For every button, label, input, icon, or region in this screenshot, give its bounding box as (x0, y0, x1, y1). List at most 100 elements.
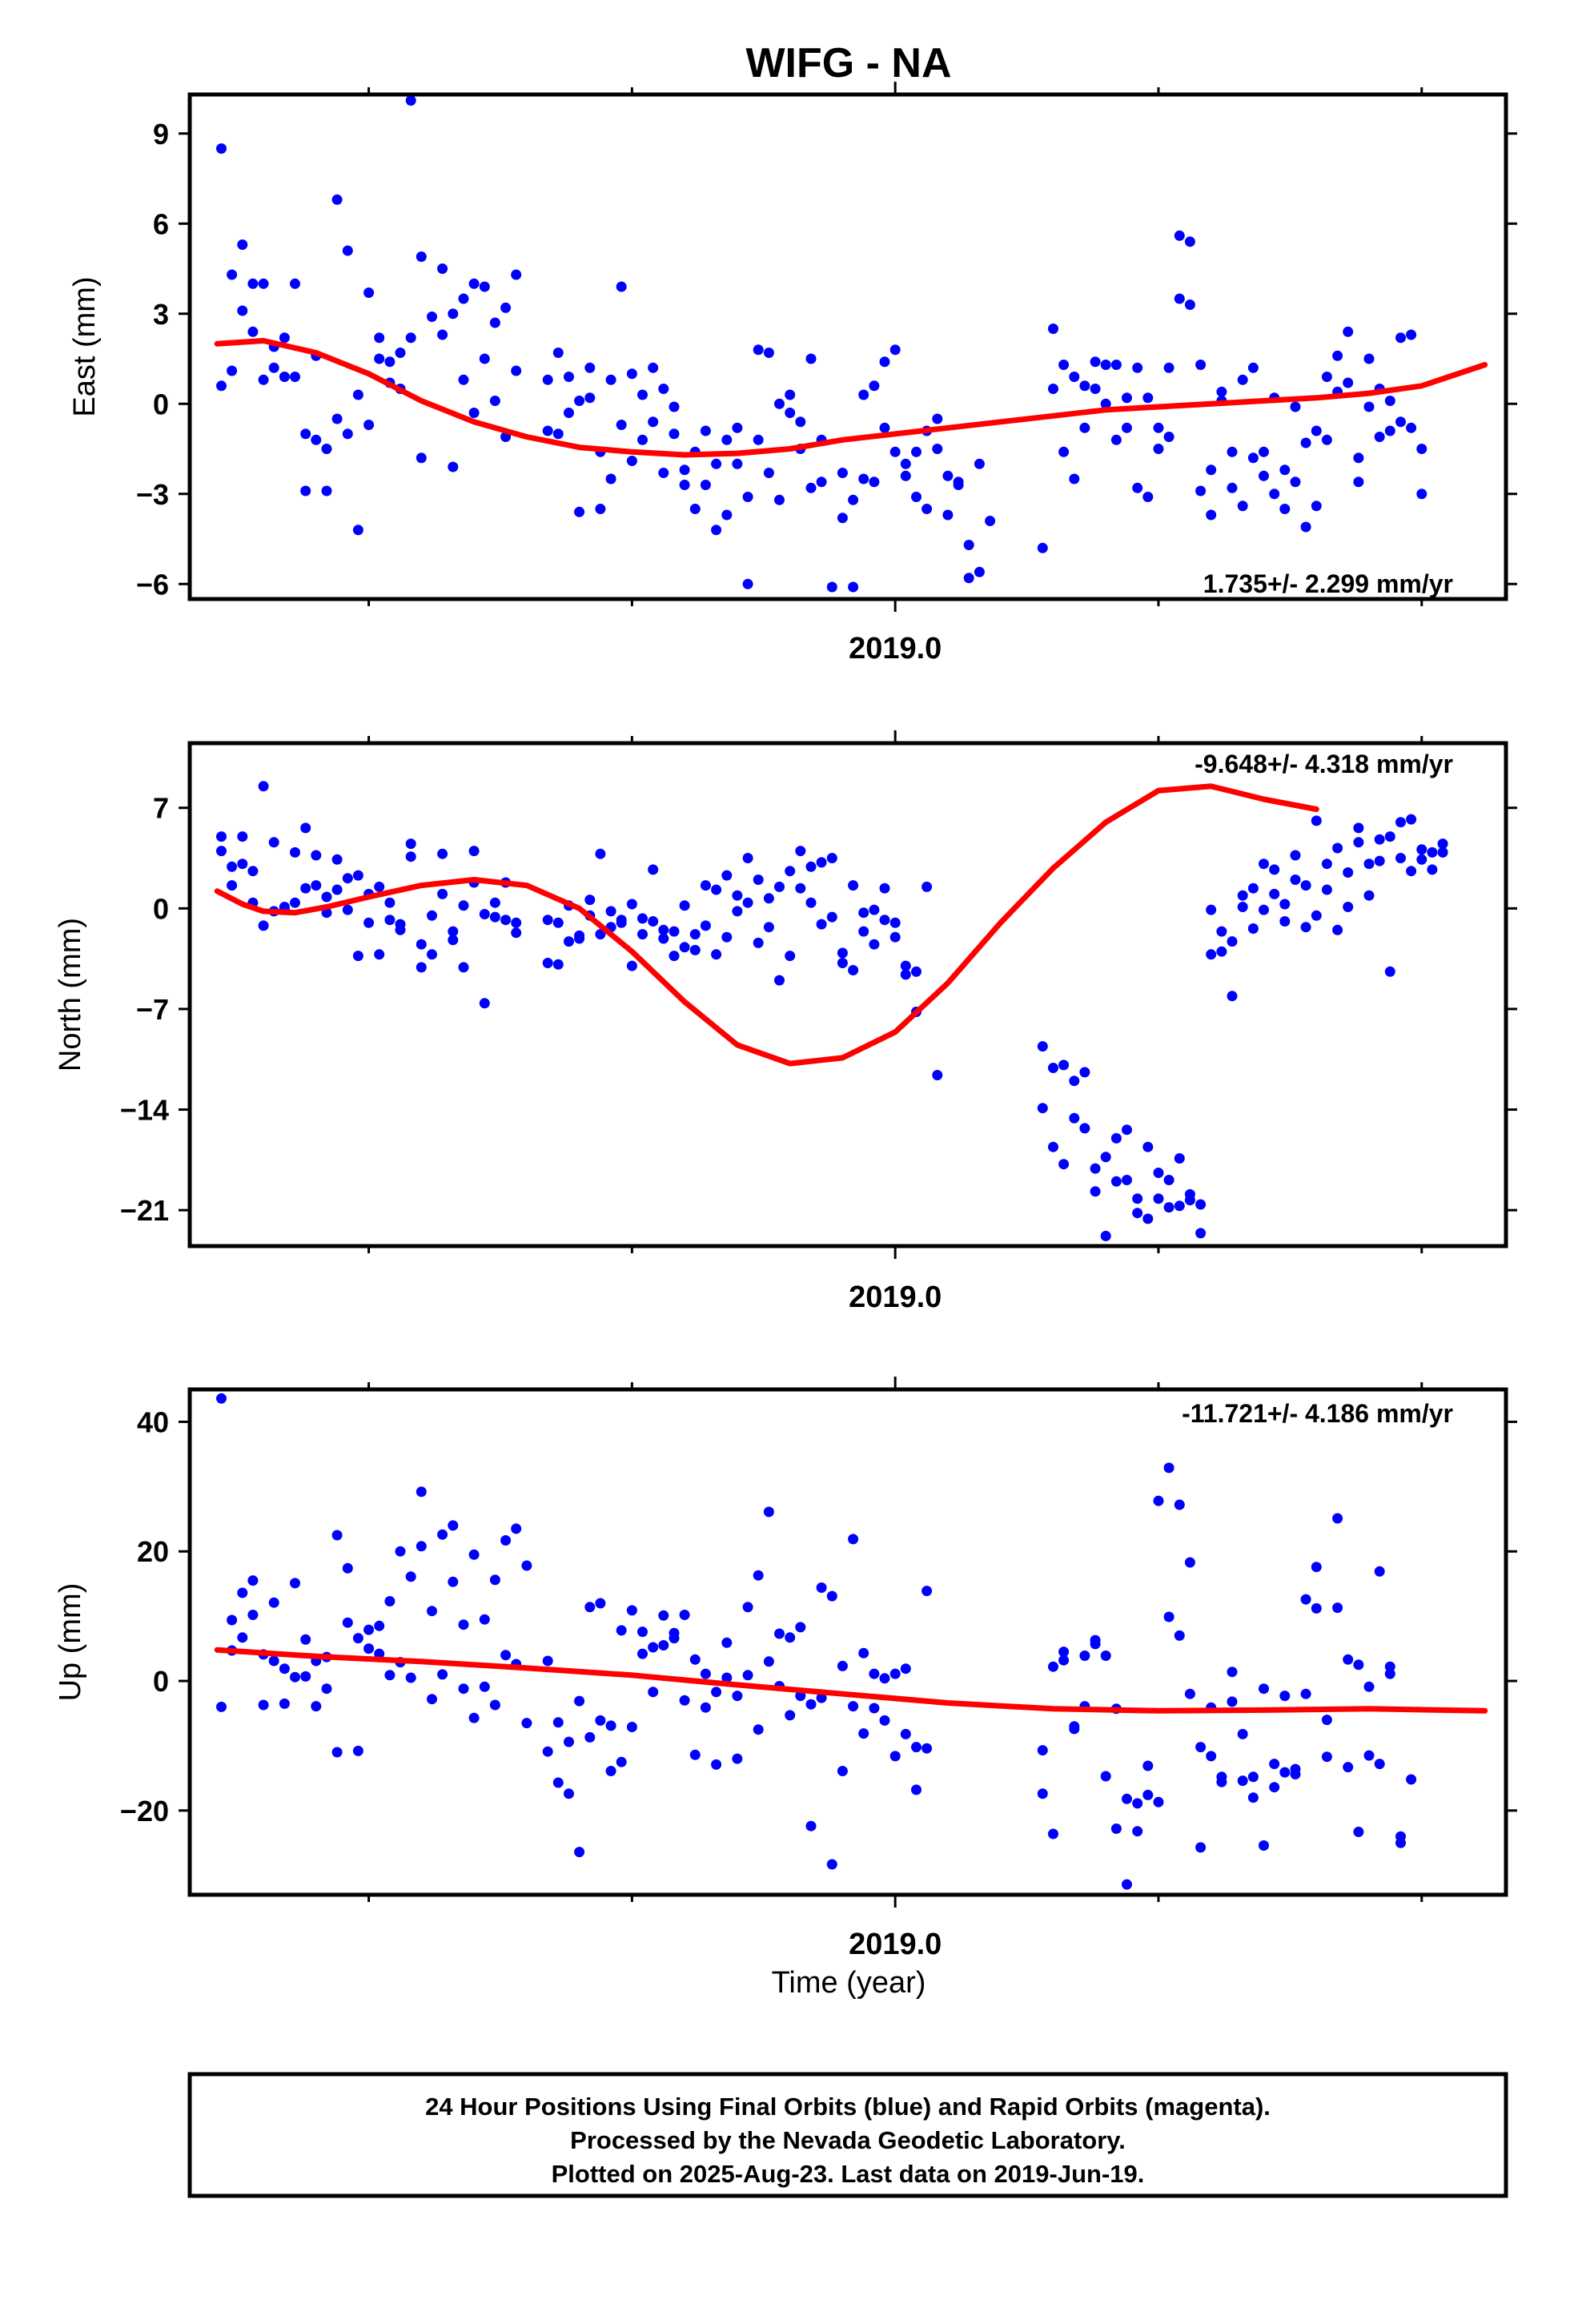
north-point (648, 916, 659, 927)
east-point (1395, 332, 1406, 344)
up-point (1132, 1798, 1143, 1809)
up-frame (187, 1387, 1508, 1897)
east-point (279, 332, 290, 344)
north-point (1110, 1176, 1122, 1187)
up-point (416, 1486, 427, 1498)
north-fit-line (214, 783, 1319, 1067)
east-xtick-label: 2019.0 (849, 632, 942, 665)
east-point (374, 353, 385, 364)
north-point (732, 890, 743, 901)
north-point (889, 931, 901, 943)
north-point (595, 929, 606, 940)
footer-line-3: Plotted on 2025-Aug-23. Last data on 201… (552, 2160, 1145, 2188)
up-point (1174, 1499, 1185, 1510)
east-point (374, 332, 385, 344)
up-point (1279, 1767, 1291, 1778)
north-point (342, 873, 353, 884)
east-point (1300, 521, 1311, 533)
east-point (1227, 482, 1238, 493)
east-point (1184, 300, 1195, 310)
north-point (1406, 814, 1417, 825)
up-point (848, 1534, 859, 1545)
north-point (816, 919, 827, 930)
east-point (1132, 362, 1143, 373)
east-y-axis-label: East (mm) (68, 276, 102, 416)
up-point (816, 1692, 827, 1703)
up-point (437, 1669, 448, 1680)
up-point (352, 1633, 363, 1644)
east-point (900, 470, 911, 481)
up-point (921, 1586, 933, 1597)
north-point (1416, 844, 1427, 855)
north-point (1206, 904, 1217, 915)
up-point (258, 1699, 269, 1711)
east-point (774, 398, 785, 409)
north-point (900, 960, 911, 971)
up-point (1374, 1759, 1385, 1770)
east-point (405, 95, 416, 106)
east-point (216, 380, 227, 392)
east-point (826, 581, 837, 593)
north-point (1259, 858, 1269, 870)
east-point (290, 278, 300, 289)
up-panel: −20 0 20 40 2019.0 Up (mm) -11.721+/- 4.186 mm… (54, 1377, 1517, 1961)
up-point (564, 1788, 574, 1799)
up-point (216, 1393, 227, 1404)
east-point (711, 525, 722, 536)
east-point (300, 428, 311, 440)
up-point (1343, 1762, 1354, 1773)
north-point (405, 851, 416, 862)
north-point (753, 875, 764, 885)
up-point (479, 1614, 490, 1625)
north-point (1132, 1208, 1143, 1219)
east-point (1300, 437, 1311, 448)
east-point (1058, 446, 1070, 457)
north-points (216, 781, 1448, 1241)
north-point (268, 837, 279, 848)
north-point (626, 960, 637, 971)
north-point (290, 846, 300, 858)
east-point (552, 348, 564, 358)
east-point (416, 251, 427, 262)
north-point (300, 883, 311, 894)
east-ytick-label: 0 (153, 388, 169, 420)
north-point (1079, 1067, 1090, 1078)
east-point (1247, 362, 1259, 373)
east-point (437, 329, 448, 340)
up-point (1079, 1651, 1090, 1661)
north-point (1321, 858, 1332, 870)
up-point (721, 1637, 733, 1648)
up-point (648, 1642, 659, 1653)
up-point (1048, 1828, 1058, 1839)
north-point (321, 891, 332, 903)
north-point (1100, 1152, 1111, 1163)
up-point (869, 1703, 880, 1714)
footer-box (187, 2072, 1508, 2198)
north-point (1037, 1041, 1048, 1052)
east-point (753, 434, 764, 445)
up-point (1184, 1688, 1195, 1699)
up-point (1163, 1462, 1174, 1474)
north-point (742, 853, 753, 863)
up-point (1227, 1696, 1238, 1707)
east-point (605, 473, 616, 485)
north-point (785, 951, 796, 962)
up-point (468, 1549, 480, 1560)
up-point (753, 1724, 764, 1735)
east-point (658, 468, 669, 478)
east-point (1122, 422, 1132, 433)
up-point (1363, 1681, 1375, 1692)
north-y-axis-label: North (mm) (54, 918, 87, 1072)
east-point (1237, 374, 1248, 385)
east-point (785, 408, 796, 418)
north-point (869, 904, 880, 915)
east-point (626, 456, 637, 466)
north-point (552, 959, 564, 970)
east-point (637, 434, 648, 445)
north-point (826, 911, 837, 923)
up-point (858, 1728, 869, 1739)
east-point (1279, 504, 1291, 514)
up-point (331, 1747, 343, 1758)
east-point (963, 573, 974, 584)
east-point (321, 485, 332, 497)
